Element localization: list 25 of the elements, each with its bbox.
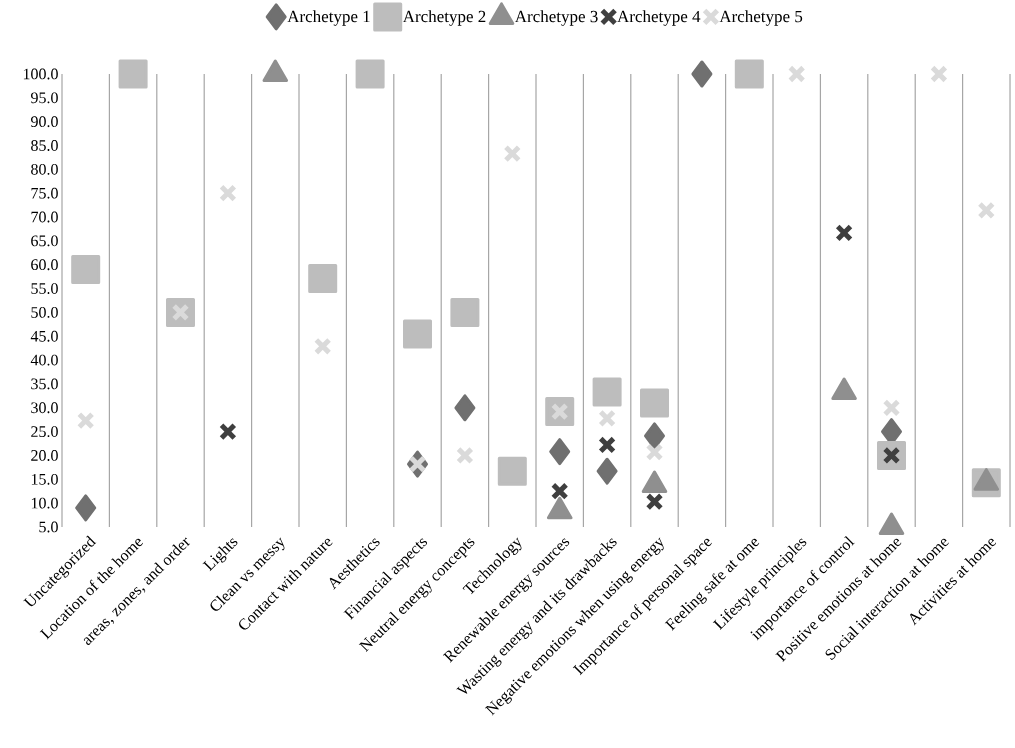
y-tick-label: 65.0 [31,235,58,247]
y-tick-label: 95.0 [31,92,58,104]
y-tick-label: 80.0 [31,163,58,175]
legend-label: Archetype 2 [402,10,486,26]
legend-label: Archetype 1 [287,10,370,26]
y-tick-label: 90.0 [31,116,58,128]
y-tick-label: 15.0 [31,473,58,485]
y-tick-label: 75.0 [31,187,58,199]
legend-label: Archetype 3 [514,10,598,26]
y-tick-label: 55.0 [31,283,58,295]
y-tick-label: 50.0 [31,306,58,318]
y-tick-label: 25.0 [31,426,58,438]
y-tick-label: 70.0 [31,211,58,223]
legend-label: Archetype 4 [617,10,701,26]
y-tick-label: 60.0 [31,259,58,271]
y-tick-label: 85.0 [31,140,58,151]
y-tick-label: 35.0 [31,378,58,390]
legend-label: Archetype 5 [719,10,803,26]
y-tick-label: 45.0 [30,330,58,342]
y-tick-label: 100.0 [23,68,58,80]
y-tick-label: 40.0 [30,354,58,366]
y-tick-label: 5.0 [39,521,58,533]
y-tick-label: 20.0 [31,450,58,461]
y-tick-label: 30.0 [31,402,58,414]
y-tick-label: 10.0 [31,497,58,509]
